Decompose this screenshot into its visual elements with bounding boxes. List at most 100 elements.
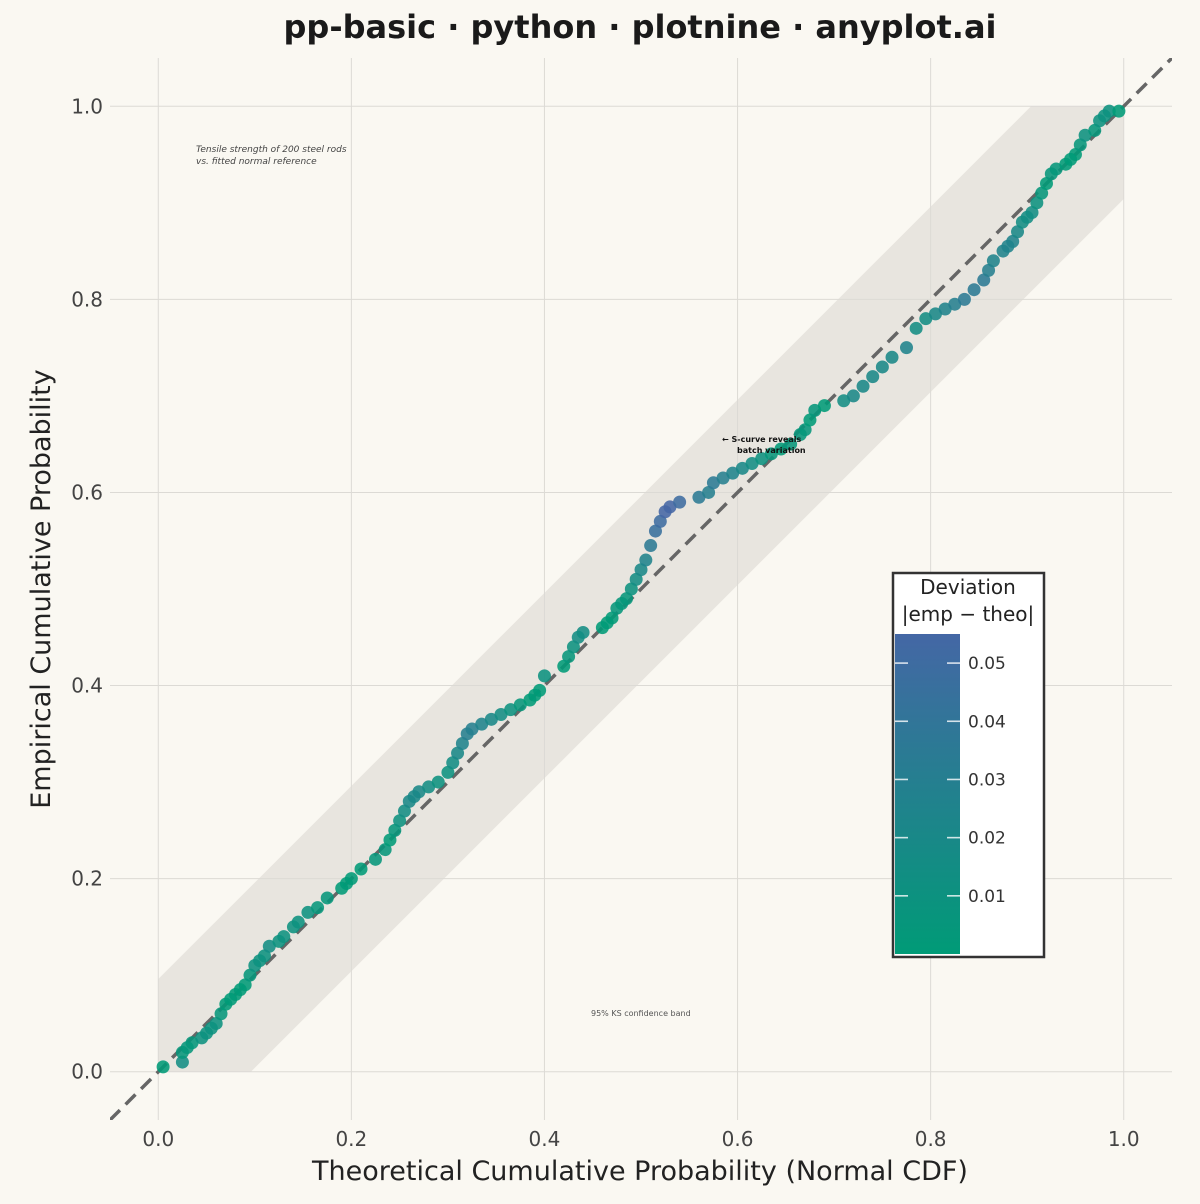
data-point — [808, 403, 822, 417]
data-point — [243, 968, 257, 982]
legend-title-line-2: |emp − theo| — [902, 602, 1035, 626]
band-label: 95% KS confidence band — [591, 1009, 691, 1018]
data-point — [928, 307, 942, 321]
data-point — [562, 650, 576, 664]
data-point — [784, 437, 798, 451]
chart-title: pp-basic · python · plotnine · anyplot.a… — [284, 8, 997, 46]
data-point — [311, 901, 325, 915]
data-point — [1030, 196, 1044, 210]
callout-line-2: batch variation — [737, 446, 806, 455]
data-point — [624, 582, 638, 596]
data-point — [214, 1007, 228, 1021]
data-point — [938, 302, 952, 316]
data-point — [378, 843, 392, 857]
x-tick-label: 0.8 — [915, 1127, 947, 1151]
legend-title-line-1: Deviation — [920, 575, 1016, 599]
y-tick-label: 0.0 — [71, 1060, 103, 1084]
data-point — [1088, 123, 1102, 137]
y-tick-label: 1.0 — [71, 94, 103, 118]
data-point — [673, 495, 687, 509]
data-point — [566, 640, 580, 654]
x-tick-label: 0.0 — [142, 1127, 174, 1151]
data-point — [977, 273, 991, 287]
data-point — [629, 572, 643, 586]
data-point — [716, 471, 730, 485]
data-point — [726, 466, 740, 480]
data-point — [639, 553, 653, 567]
note-line-1: Tensile strength of 200 steel rods — [196, 145, 347, 155]
x-tick-label: 1.0 — [1108, 1127, 1140, 1151]
data-point — [475, 717, 489, 731]
colorbar-tick-label: 0.02 — [968, 829, 1006, 849]
y-axis-label: Empirical Cumulative Probability — [26, 369, 57, 809]
data-point — [175, 1055, 189, 1069]
data-point — [388, 823, 402, 837]
y-tick-label: 0.6 — [71, 480, 103, 504]
data-point — [1039, 177, 1053, 191]
data-point — [185, 1036, 199, 1050]
data-point — [320, 891, 334, 905]
data-point — [465, 722, 479, 736]
colorbar-tick-label: 0.05 — [968, 654, 1006, 674]
data-point — [156, 1060, 170, 1074]
data-point — [1068, 148, 1082, 162]
data-point — [455, 736, 469, 750]
data-point — [494, 708, 508, 722]
data-point — [866, 370, 880, 384]
data-point — [663, 500, 677, 514]
data-point — [885, 350, 899, 364]
data-point — [369, 852, 382, 866]
data-point — [798, 423, 812, 437]
data-point — [1025, 205, 1039, 219]
note-line-2: vs. fitted normal reference — [196, 157, 317, 167]
data-point — [967, 283, 981, 297]
data-point — [537, 669, 551, 683]
data-point — [1073, 138, 1087, 152]
y-tick-label: 0.4 — [71, 674, 103, 698]
x-tick-label: 0.4 — [529, 1127, 561, 1151]
data-point — [484, 712, 498, 726]
data-point — [412, 785, 426, 799]
data-point — [605, 611, 619, 625]
data-point — [909, 321, 923, 335]
data-point — [745, 456, 759, 470]
data-point — [653, 514, 667, 528]
data-point — [856, 379, 870, 393]
data-point — [441, 765, 455, 779]
data-point — [846, 389, 860, 403]
data-point — [1011, 225, 1025, 239]
data-point — [446, 756, 460, 770]
data-point — [875, 360, 889, 374]
data-point — [1035, 186, 1049, 200]
data-point — [504, 703, 518, 717]
data-point — [644, 539, 658, 553]
x-tick-label: 0.2 — [335, 1127, 367, 1151]
data-point — [957, 292, 971, 306]
data-point — [1112, 104, 1126, 118]
data-point — [735, 461, 749, 475]
legend: Deviation |emp − theo| 0.05 0.04 0.03 0.02 0… — [891, 571, 1046, 959]
data-point — [344, 872, 358, 886]
data-point — [301, 905, 315, 919]
data-point — [803, 413, 817, 427]
colorbar-tick-label: 0.04 — [968, 712, 1006, 732]
data-point — [692, 490, 706, 504]
data-point — [919, 312, 933, 326]
data-point — [277, 930, 291, 944]
colorbar — [895, 634, 960, 954]
data-point — [354, 862, 368, 876]
y-tick-label: 0.2 — [71, 867, 103, 891]
data-point — [900, 341, 913, 355]
data-point — [533, 683, 547, 697]
data-point — [422, 780, 436, 794]
data-point — [837, 394, 851, 408]
data-point — [513, 698, 527, 712]
x-axis-label: Theoretical Cumulative Probability (Norm… — [311, 1156, 968, 1187]
data-point — [764, 447, 778, 461]
data-point — [576, 625, 590, 639]
data-point — [262, 939, 276, 953]
data-point — [257, 949, 271, 963]
data-point — [383, 833, 397, 847]
